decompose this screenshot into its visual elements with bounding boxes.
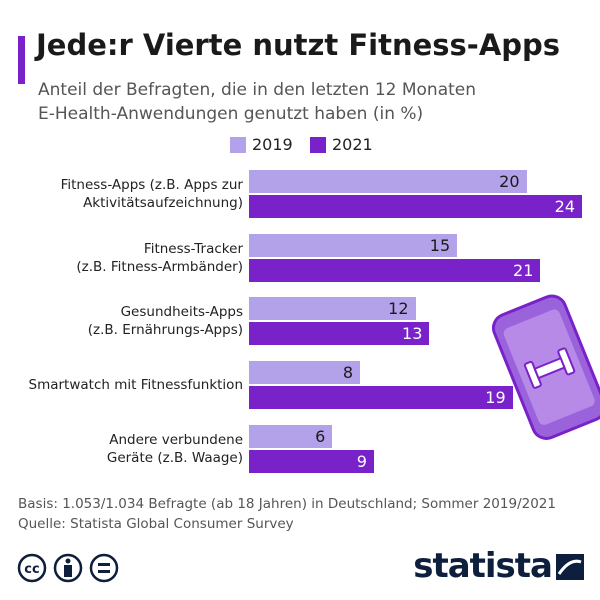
category-label: Smartwatch mit Fitnessfunktion xyxy=(28,377,244,394)
footnote: Basis: 1.053/1.034 Befragte (ab 18 Jahre… xyxy=(18,496,556,512)
category-label: Andere verbundene Geräte (z.B. Waage) xyxy=(106,431,243,466)
bar xyxy=(249,233,458,257)
bar xyxy=(249,297,416,321)
bar xyxy=(249,195,582,218)
bar xyxy=(249,424,333,448)
bar xyxy=(249,322,430,346)
bar xyxy=(249,361,360,385)
bar xyxy=(249,449,374,473)
value-label: 12 xyxy=(388,299,409,319)
footnote: Quelle: Statista Global Consumer Survey xyxy=(18,516,294,532)
legend-label: 2021 xyxy=(332,135,373,154)
brand-mark xyxy=(556,554,584,580)
value-label: 6 xyxy=(315,426,326,446)
value-label: 19 xyxy=(485,388,506,408)
category-label: Gesundheits-Apps (z.B. Ernährungs-Apps) xyxy=(87,304,243,339)
legend-label: 2019 xyxy=(252,135,293,154)
value-label: 13 xyxy=(402,324,423,344)
legend-swatch xyxy=(310,137,326,153)
phone-illustration xyxy=(491,294,600,440)
brand-logo: statista xyxy=(413,546,553,586)
bar xyxy=(249,386,513,410)
chart-subtitle: Anteil der Befragten, die in den letzten… xyxy=(38,80,477,124)
value-label: 15 xyxy=(429,235,451,255)
bar xyxy=(249,170,527,193)
license-text: cc xyxy=(24,562,39,577)
value-label: 20 xyxy=(499,172,520,191)
category-label: Fitness-Apps (z.B. Apps zur Aktivitätsau… xyxy=(60,177,243,211)
value-label: 24 xyxy=(554,197,575,216)
legend-swatch xyxy=(230,137,246,153)
value-label: 9 xyxy=(356,451,367,471)
value-label: 21 xyxy=(513,260,534,280)
value-label: 8 xyxy=(342,363,353,383)
title-accent xyxy=(18,36,25,84)
category-label: Fitness-Tracker (z.B. Fitness-Armbänder) xyxy=(76,240,243,275)
bar xyxy=(249,258,541,282)
license-icons: cc xyxy=(17,553,119,583)
chart-title: Jede:r Vierte nutzt Fitness-Apps xyxy=(36,28,561,62)
